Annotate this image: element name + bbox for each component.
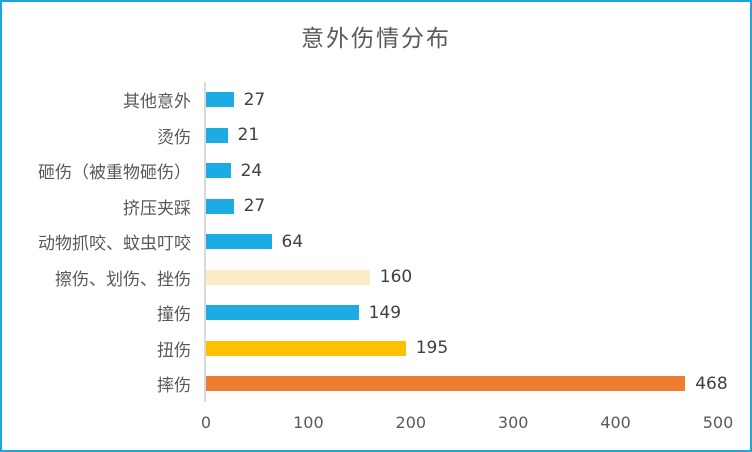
chart-row: 扭伤 195 — [2, 330, 750, 366]
bar-cell: 64 — [204, 224, 750, 260]
bar — [206, 234, 272, 250]
bar-cell: 160 — [204, 259, 750, 295]
value-label: 27 — [243, 89, 266, 110]
bar-chart: 其他意外 27 烫伤 21 砸伤（被重物砸伤） 24 挤压夹踩 27 动物抓咬、… — [2, 82, 750, 436]
x-axis: 0 100 200 300 400 500 — [201, 402, 733, 436]
bar — [206, 340, 406, 356]
value-label: 64 — [281, 231, 304, 252]
chart-row: 撞伤 149 — [2, 295, 750, 331]
value-label: 21 — [237, 125, 260, 146]
bar — [206, 163, 231, 179]
x-tick-label: 400 — [600, 412, 631, 432]
category-label: 扭伤 — [157, 340, 191, 361]
category-label: 摔伤 — [157, 376, 191, 397]
value-label: 195 — [415, 338, 449, 359]
bar — [206, 269, 370, 285]
x-tick-label: 100 — [293, 412, 324, 432]
bar-cell: 195 — [204, 330, 750, 366]
value-label: 24 — [240, 160, 263, 181]
x-tick-label: 200 — [395, 412, 427, 432]
chart-row: 擦伤、划伤、挫伤 160 — [2, 259, 750, 295]
value-label: 149 — [368, 302, 402, 323]
value-label: 27 — [243, 196, 266, 217]
chart-row: 摔伤 468 — [2, 366, 750, 402]
bar-cell: 24 — [204, 153, 750, 189]
category-label: 动物抓咬、蚊虫叮咬 — [38, 234, 191, 255]
bar — [206, 127, 228, 143]
chart-rows: 其他意外 27 烫伤 21 砸伤（被重物砸伤） 24 挤压夹踩 27 动物抓咬、… — [2, 82, 750, 402]
chart-row: 动物抓咬、蚊虫叮咬 64 — [2, 224, 750, 260]
chart-row: 其他意外 27 — [2, 82, 750, 118]
x-tick-label: 0 — [200, 412, 212, 432]
bar — [206, 92, 234, 108]
bar-cell: 27 — [204, 82, 750, 118]
category-label: 烫伤 — [157, 127, 191, 148]
category-label: 挤压夹踩 — [123, 198, 191, 219]
category-label: 撞伤 — [157, 305, 191, 326]
category-label: 其他意外 — [123, 92, 191, 113]
bar-cell: 149 — [204, 295, 750, 331]
value-label: 468 — [695, 373, 728, 394]
bar-cell: 21 — [204, 117, 750, 153]
bar — [206, 305, 359, 321]
bar-cell: 27 — [204, 188, 750, 224]
x-axis-spacer — [2, 402, 206, 436]
bar — [206, 198, 234, 214]
bar-cell: 468 — [204, 366, 750, 402]
chart-row: 烫伤 21 — [2, 117, 750, 153]
x-tick-label: 300 — [497, 412, 529, 432]
bar — [206, 376, 686, 392]
chart-row: 砸伤（被重物砸伤） 24 — [2, 153, 750, 189]
x-axis-row: 0 100 200 300 400 500 — [2, 402, 750, 436]
x-tick-label: 500 — [702, 412, 734, 432]
value-label: 160 — [379, 267, 413, 288]
category-label: 擦伤、划伤、挫伤 — [55, 269, 191, 290]
chart-row: 挤压夹踩 27 — [2, 188, 750, 224]
category-label: 砸伤（被重物砸伤） — [38, 163, 191, 184]
chart-title: 意外伤情分布 — [301, 26, 451, 52]
